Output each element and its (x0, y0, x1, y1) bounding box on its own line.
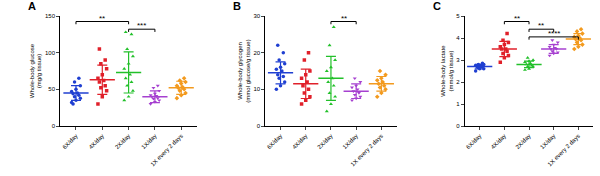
svg-text:1X every 2 days: 1X every 2 days (350, 133, 385, 168)
svg-text:150: 150 (45, 13, 56, 19)
svg-text:Whole-body lactate(mmol/g tiss: Whole-body lactate(mmol/g tissue) (440, 45, 454, 97)
svg-text:A: A (28, 0, 36, 12)
svg-text:20: 20 (254, 50, 261, 56)
svg-text:30: 30 (254, 13, 261, 19)
svg-text:2X/day: 2X/day (316, 133, 333, 150)
svg-text:5: 5 (456, 13, 460, 19)
svg-text:Whole-body glycogen(mmol gluco: Whole-body glycogen(mmol glucose/g tissu… (237, 39, 251, 102)
svg-text:B: B (233, 0, 241, 12)
svg-text:50: 50 (48, 86, 55, 92)
svg-text:4X/day: 4X/day (88, 133, 105, 150)
svg-text:3: 3 (456, 57, 460, 63)
svg-text:****: **** (548, 29, 560, 38)
svg-text:2X/day: 2X/day (514, 133, 531, 150)
svg-text:**: ** (341, 14, 347, 23)
svg-text:6X/day: 6X/day (266, 133, 283, 150)
svg-text:1X/day: 1X/day (140, 133, 157, 150)
svg-text:4: 4 (456, 35, 460, 41)
svg-text:10: 10 (254, 86, 261, 92)
svg-text:1X/day: 1X/day (539, 133, 556, 150)
svg-text:1X every 2 days: 1X every 2 days (547, 133, 582, 168)
svg-text:4X/day: 4X/day (490, 133, 507, 150)
svg-text:0: 0 (257, 123, 261, 129)
svg-text:100: 100 (45, 50, 56, 56)
svg-text:1X/day: 1X/day (342, 133, 359, 150)
svg-text:C: C (433, 0, 441, 12)
svg-text:6X/day: 6X/day (465, 133, 482, 150)
svg-text:1X every 2 days: 1X every 2 days (149, 133, 184, 168)
svg-text:6X/day: 6X/day (61, 133, 78, 150)
svg-text:4X/day: 4X/day (291, 133, 308, 150)
svg-text:0: 0 (456, 123, 460, 129)
svg-text:**: ** (538, 21, 544, 30)
svg-text:Whole-body glucose(mg/g tissue: Whole-body glucose(mg/g tissue) (29, 43, 43, 98)
svg-text:**: ** (99, 14, 105, 23)
svg-text:2X/day: 2X/day (114, 133, 131, 150)
svg-text:2: 2 (456, 79, 460, 85)
svg-text:***: *** (137, 21, 146, 30)
svg-text:0: 0 (52, 123, 56, 129)
svg-text:**: ** (514, 14, 520, 23)
svg-text:1: 1 (456, 101, 460, 107)
